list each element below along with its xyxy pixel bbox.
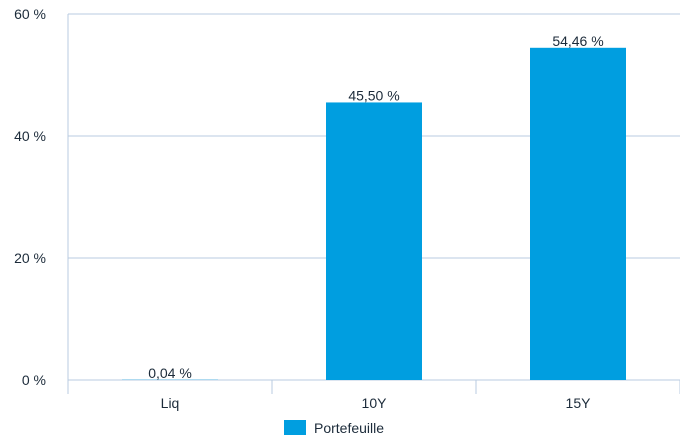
data-label: 0,04 % — [148, 365, 192, 381]
y-tick-label: 0 % — [22, 372, 46, 388]
legend-swatch — [284, 420, 306, 435]
x-tick-label: 10Y — [362, 395, 388, 411]
y-tick-label: 40 % — [14, 128, 46, 144]
legend: Portefeuille — [284, 420, 384, 436]
bar — [326, 102, 422, 380]
x-tick-label: 15Y — [566, 395, 592, 411]
bars — [122, 47, 626, 380]
data-labels: 0,04 % 45,50 % 54,46 % — [148, 33, 603, 381]
data-label: 54,46 % — [552, 33, 603, 49]
y-axis: 0 % 20 % 40 % 60 % — [14, 6, 69, 388]
y-tick-label: 60 % — [14, 6, 46, 22]
bar — [530, 47, 626, 380]
x-axis: Liq 10Y 15Y — [67, 380, 680, 411]
legend-label: Portefeuille — [314, 420, 384, 436]
y-tick-label: 20 % — [14, 250, 46, 266]
x-tick-label: Liq — [161, 395, 180, 411]
data-label: 45,50 % — [348, 87, 399, 103]
